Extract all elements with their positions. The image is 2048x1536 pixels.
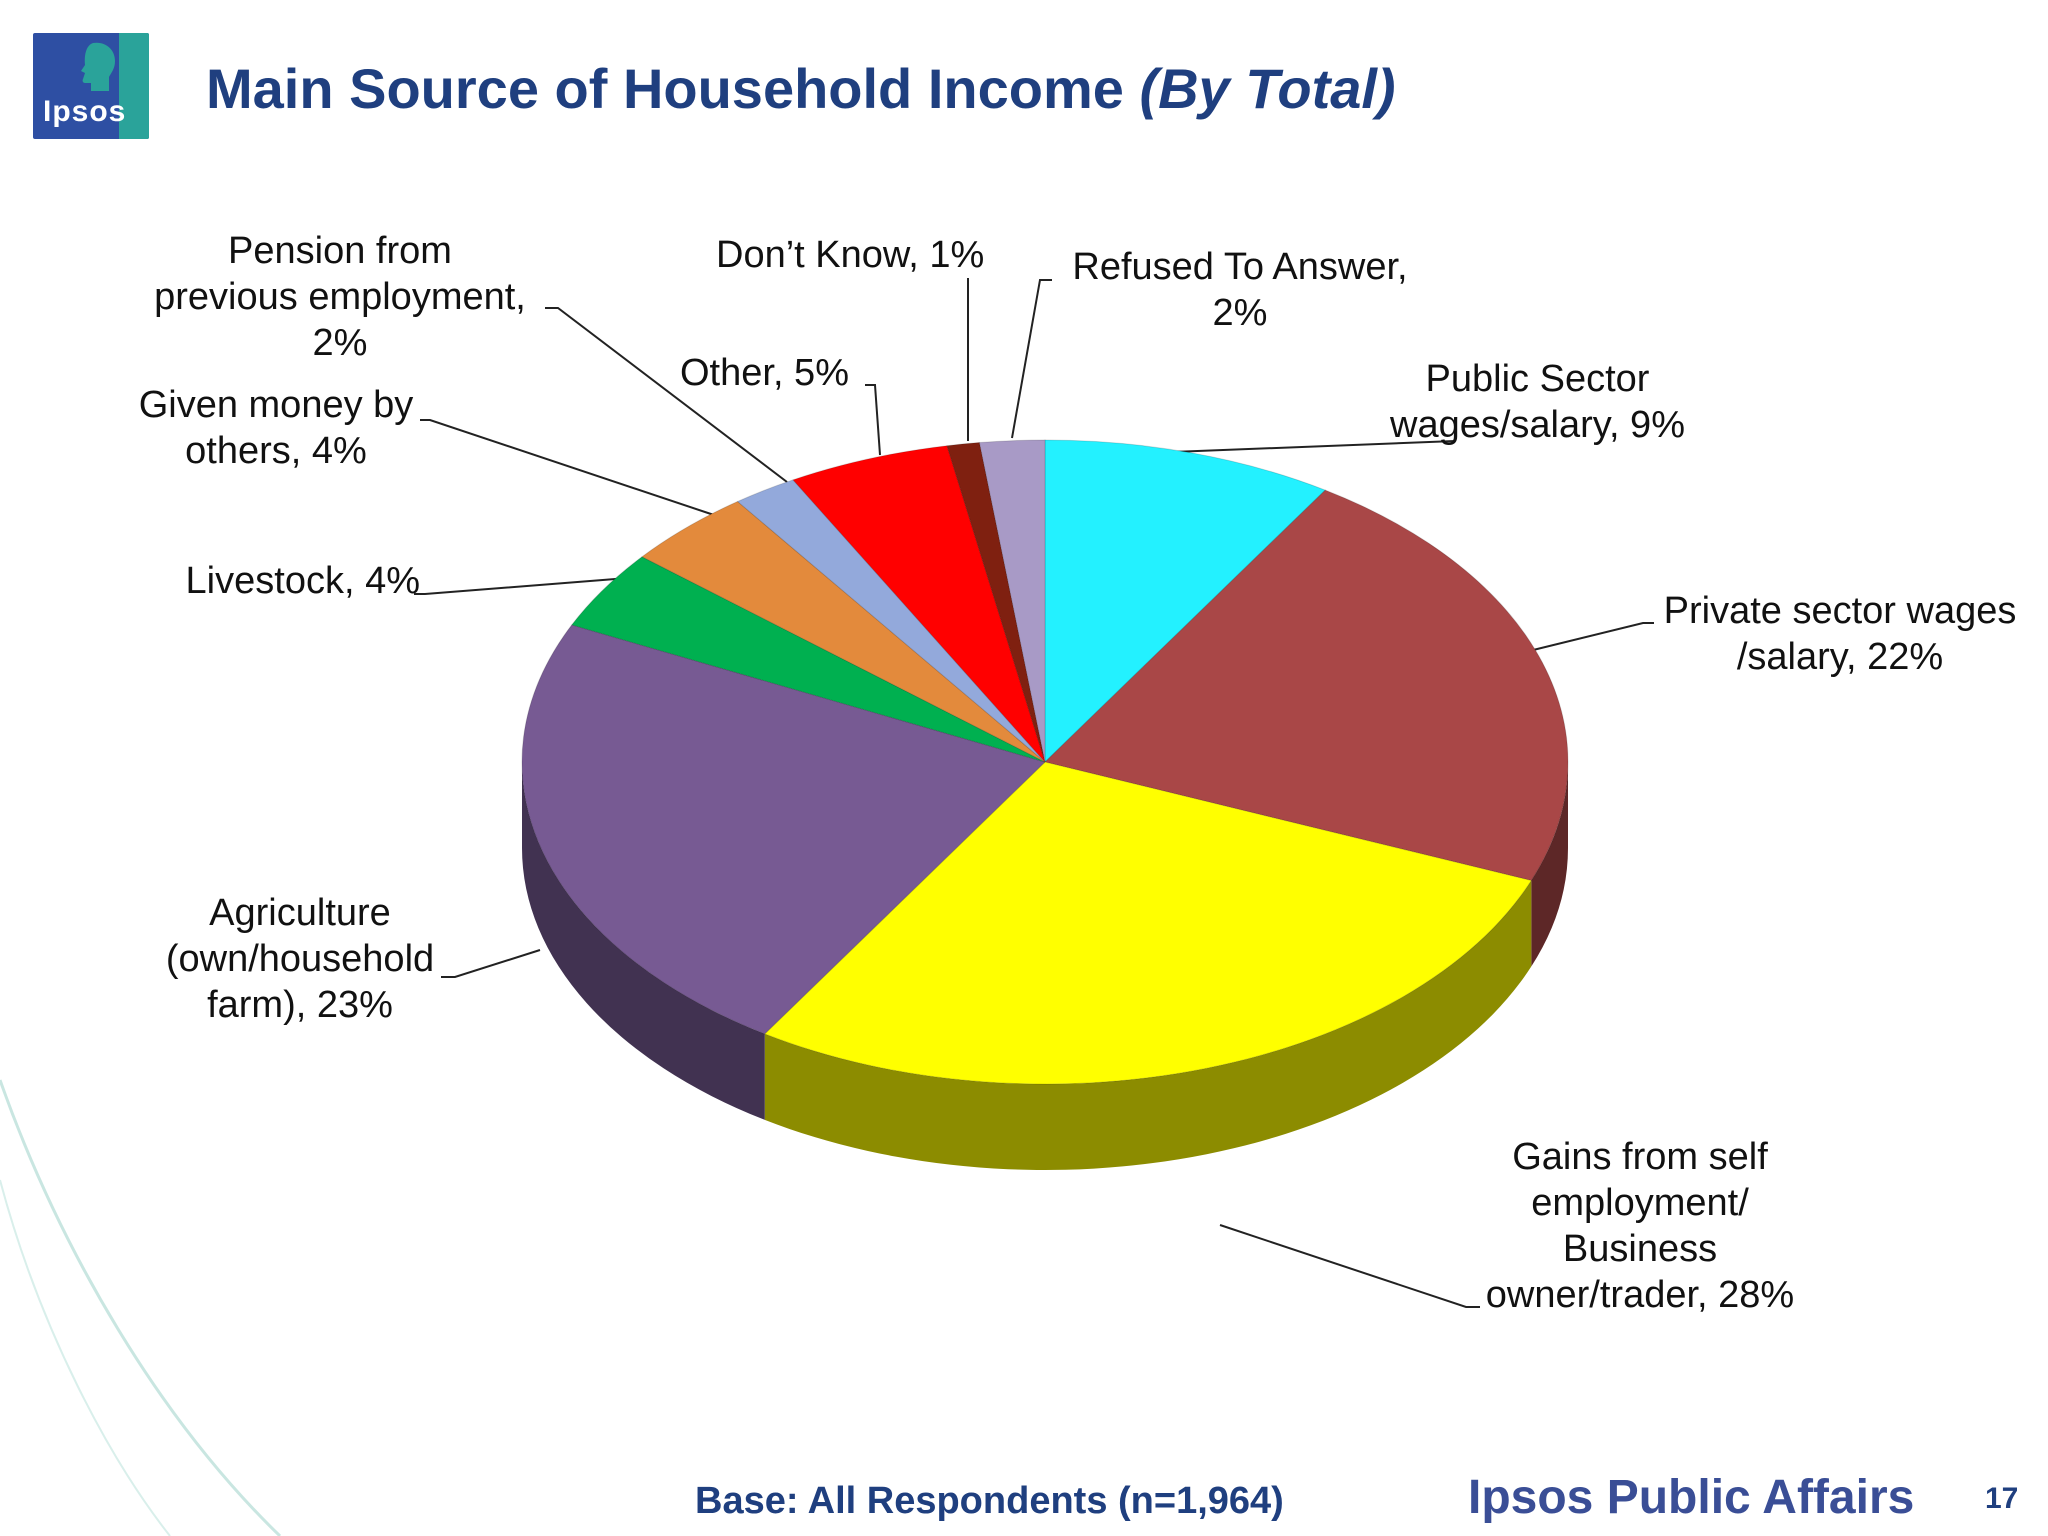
- brand-wordmark: Ipsos Public Affairs: [1468, 1471, 1915, 1524]
- label-private-sector: Private sector wages/salary, 22%: [1663, 590, 2017, 678]
- pie-slice-7: [792, 445, 1046, 763]
- logo-accent-tab: [119, 33, 149, 139]
- pie-side-3: [522, 762, 765, 1120]
- label-other: Other, 5%: [680, 352, 849, 394]
- pie-side-2: [764, 880, 1532, 1170]
- label-pension: Pension from previous employment, 2%: [154, 230, 526, 364]
- label-self-employment: Gains from self employment/Business owner/…: [1485, 1136, 1795, 1316]
- label-given-money: Given money by others, 4%: [138, 384, 414, 472]
- label-dont-know: Don’t Know, 1%: [716, 234, 985, 276]
- leader-lines: [414, 278, 1654, 1308]
- leader-livestock: [414, 577, 629, 595]
- pie-slice-5: [641, 500, 1046, 763]
- pie-slice-9: [978, 439, 1046, 763]
- leader-self-employment: [1219, 1224, 1480, 1308]
- label-refused: Refused To Answer, 2%: [1072, 246, 1408, 334]
- pie-slice-8: [946, 442, 1046, 763]
- leader-given-money: [420, 419, 715, 516]
- title-emphasis: (By Total): [1139, 57, 1396, 120]
- pie-slice-6: [736, 479, 1046, 763]
- leader-private-sector: [1524, 622, 1654, 653]
- base-note: Base: All Respondents (n=1,964): [695, 1480, 1284, 1522]
- title-main: Main Source of Household Income: [206, 57, 1124, 120]
- leader-pension: [545, 307, 788, 483]
- page-title: Main Source of Household Income (By Tota…: [206, 56, 1396, 121]
- ipsos-logo: Ipsos: [33, 33, 149, 139]
- label-livestock: Livestock, 4%: [185, 560, 420, 602]
- pie-slice-0: [1044, 439, 1327, 764]
- label-public-sector: Public Sector wages/salary, 9%: [1390, 358, 1685, 446]
- leader-public-sector: [1171, 440, 1456, 453]
- pie-side-1: [1531, 762, 1568, 967]
- leader-refused: [1011, 279, 1052, 439]
- pie-slices: [521, 439, 1569, 1085]
- logo-wordmark: Ipsos: [43, 95, 127, 128]
- pie-side-walls: [522, 762, 1568, 1170]
- leader-agriculture: [441, 949, 541, 978]
- pie-slice-4: [570, 556, 1046, 763]
- pie-slice-3: [521, 624, 1046, 1035]
- pie-slice-2: [763, 761, 1533, 1085]
- leader-other: [865, 384, 881, 456]
- pie-slice-1: [1044, 489, 1569, 882]
- head-silhouette-icon: [81, 42, 115, 91]
- label-agriculture: Agriculture (own/household farm), 23%: [165, 892, 435, 1026]
- page-number: 17: [1985, 1482, 2019, 1515]
